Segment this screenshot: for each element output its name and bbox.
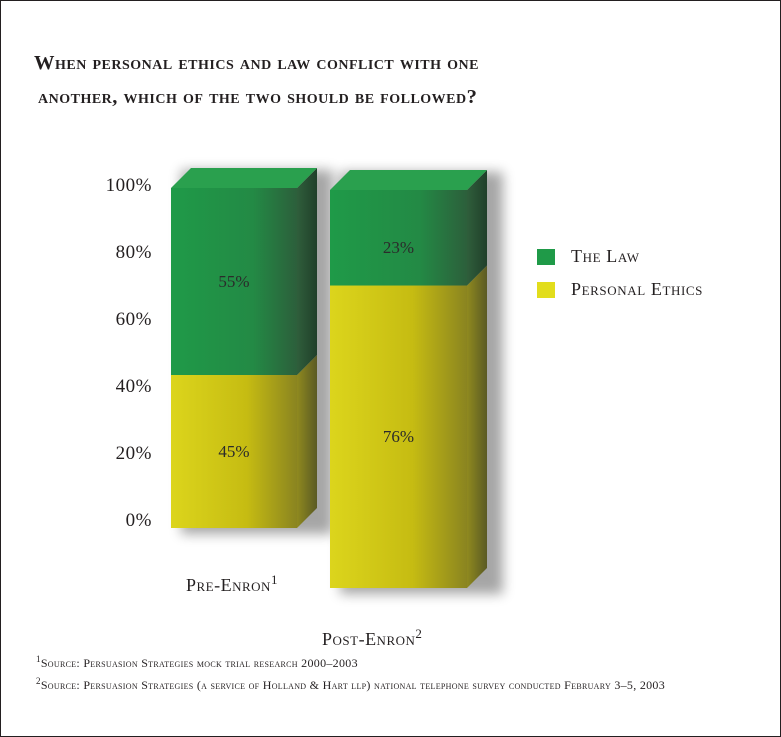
x-label-post-enron-footnote: 2 (415, 626, 423, 641)
data-label-personal-ethics-post-enron: 76% (382, 426, 415, 446)
chart-title-line-2: another, which of the two should be foll… (38, 86, 478, 108)
chart-title-line-1: When personal ethics and law conflict wi… (34, 52, 479, 74)
bar-top-post-enron (330, 170, 487, 190)
chart-title: When personal ethics and law conflict wi… (34, 46, 714, 114)
source-notes: 1Source: Persuasion Strategies mock tria… (36, 651, 756, 694)
y-tick-label: 20% (115, 443, 152, 464)
legend-item-the-law: The Law (537, 240, 703, 273)
bar-side-the-law-post-enron (467, 170, 487, 286)
bar-top-pre-enron (171, 168, 317, 188)
x-label-post-enron: Post-Enron2 (322, 626, 422, 650)
data-label-the-law-pre-enron: 55% (218, 271, 250, 291)
legend-label-personal-ethics: Personal Ethics (571, 279, 704, 299)
x-label-pre-enron-text: Pre-Enron (186, 575, 271, 595)
chart-legend: The Law Personal Ethics (537, 240, 703, 306)
legend-item-personal-ethics: Personal Ethics (537, 273, 703, 306)
y-tick-label: 0% (125, 510, 152, 531)
bar-side-personal-ethics-pre-enron (297, 355, 317, 528)
y-tick-label: 80% (115, 242, 152, 263)
source-note-2: 2Source: Persuasion Strategies (a servic… (36, 673, 756, 695)
bar-segment-the-law-post-enron (330, 190, 467, 286)
y-tick-label: 40% (115, 376, 152, 397)
bar-segment-personal-ethics-pre-enron (171, 375, 297, 528)
source-note-1-marker: 1 (36, 654, 41, 664)
legend-swatch-the-law (537, 248, 555, 265)
bar-side-the-law-pre-enron (297, 168, 317, 375)
source-note-2-marker: 2 (36, 675, 41, 686)
x-label-pre-enron: Pre-Enron1 (186, 572, 278, 596)
source-note-2-text: Source: Persuasion Strategies (a service… (40, 677, 666, 692)
data-label-the-law-post-enron: 23% (382, 238, 415, 257)
bar-segment-personal-ethics-post-enron (330, 285, 467, 588)
bar-side-personal-ethics-post-enron (467, 265, 487, 588)
y-tick-label: 60% (115, 309, 152, 330)
y-tick-label: 100% (105, 175, 152, 196)
source-note-1: 1Source: Persuasion Strategies mock tria… (36, 651, 756, 673)
legend-label-the-law: The Law (571, 246, 640, 266)
source-note-1-text: Source: Persuasion Strategies mock trial… (40, 656, 358, 670)
x-label-pre-enron-footnote: 1 (270, 572, 278, 587)
data-label-personal-ethics-pre-enron: 45% (218, 441, 250, 461)
x-label-post-enron-text: Post-Enron (322, 629, 416, 649)
legend-swatch-personal-ethics (537, 281, 555, 298)
bar-segment-the-law-pre-enron (171, 188, 297, 375)
